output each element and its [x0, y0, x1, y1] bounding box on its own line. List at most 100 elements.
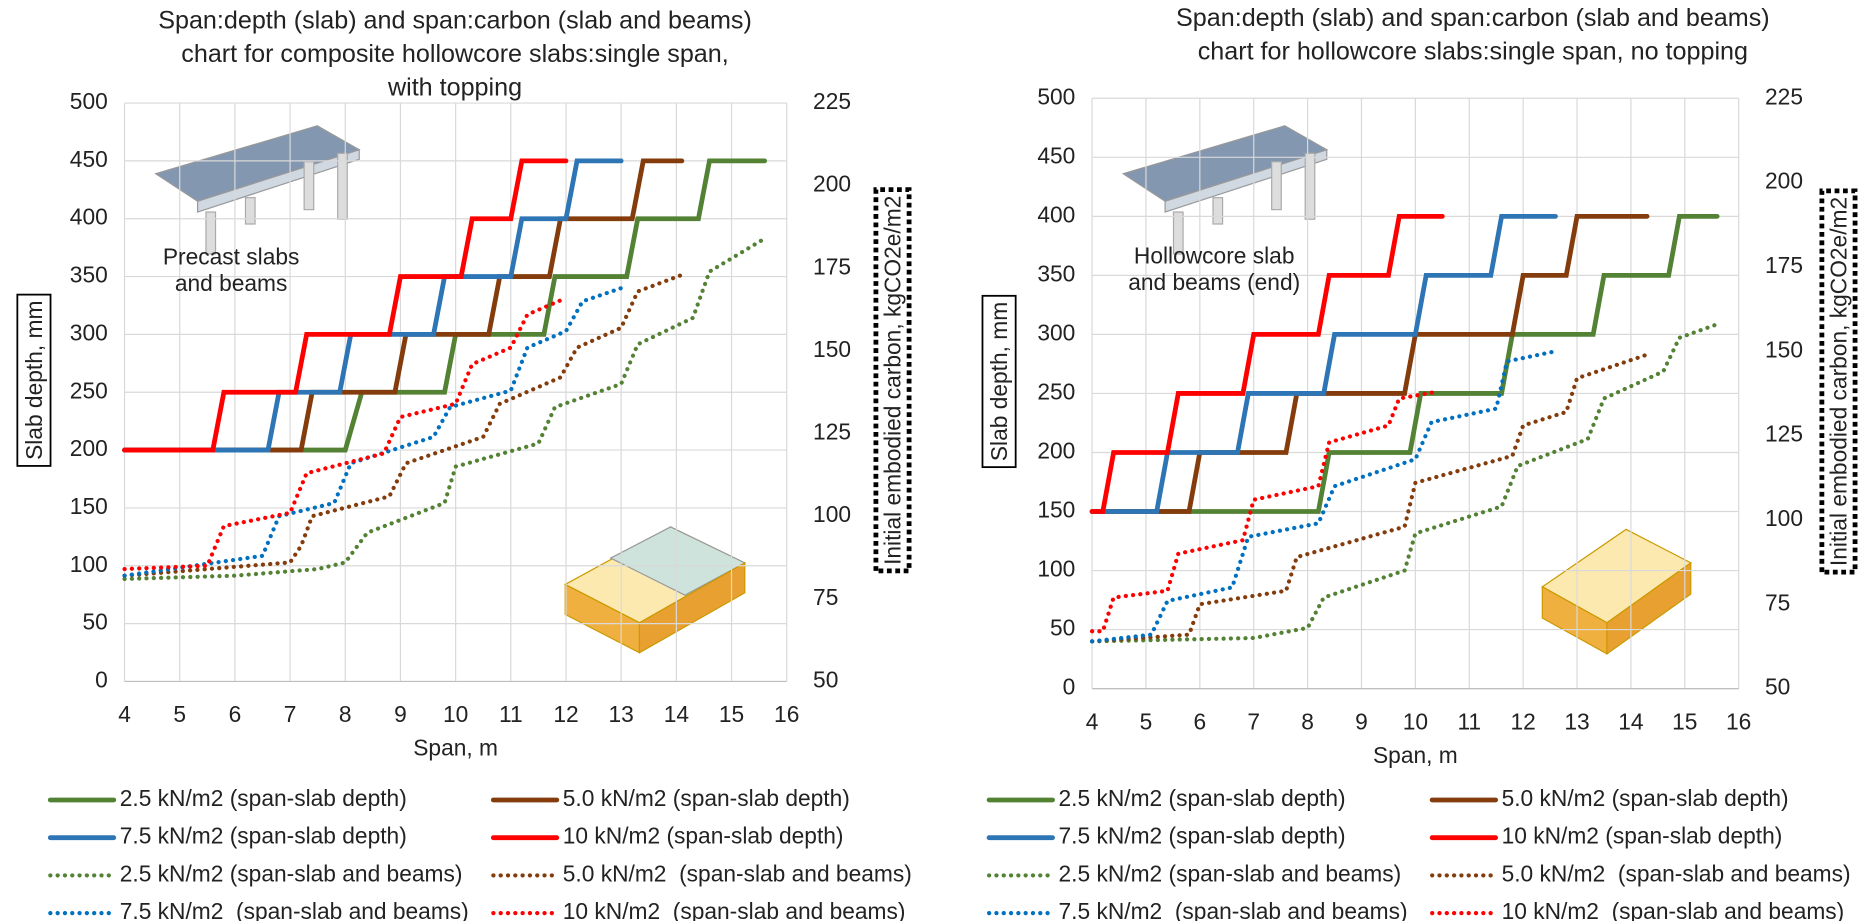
series-line	[1089, 349, 1558, 644]
y2-tick-label: 225	[1765, 83, 1803, 109]
x-tick-label: 7	[1247, 708, 1260, 734]
series-line	[122, 158, 685, 453]
precast-sketch	[154, 125, 361, 255]
y-tick-label: 0	[1063, 674, 1076, 700]
x-axis-label: Span, m	[1373, 742, 1458, 768]
y-tick-label: 150	[70, 493, 108, 519]
x-tick-label: 4	[118, 701, 131, 727]
chart-title: with topping	[387, 73, 522, 101]
y-tick-label: 300	[70, 319, 108, 345]
x-tick-label: 6	[1194, 708, 1207, 734]
y-tick-label: 200	[70, 435, 108, 461]
y-tick-label: 350	[1037, 260, 1075, 286]
y-tick-label: 150	[1037, 497, 1075, 523]
x-tick-label: 11	[1457, 708, 1481, 734]
label-box	[16, 293, 52, 467]
annotation: and beams (end)	[1128, 269, 1300, 295]
legend-label: 2.5 kN/m2 (span-slab and beams)	[120, 860, 463, 886]
slab-sketch	[563, 526, 747, 654]
x-tick-label: 13	[609, 701, 634, 727]
y2-tick-label: 100	[1765, 505, 1803, 531]
x-tick-label: 5	[173, 701, 186, 727]
label-box	[981, 294, 1017, 469]
y2-tick-label: 175	[1765, 252, 1803, 278]
y-axis-label: Slab depth, mm	[21, 301, 47, 460]
legend-label: 5.0 kN/m2 (span-slab depth)	[1502, 785, 1789, 811]
precast-sketch	[1121, 125, 1329, 255]
legend-label: 10 kN/m2 (span-slab depth)	[563, 823, 844, 849]
label-box	[1819, 188, 1858, 575]
y2-tick-label: 125	[1765, 421, 1803, 447]
annotation: Hollowcore slab	[1134, 243, 1295, 269]
y2-tick-label: 50	[1765, 674, 1790, 700]
x-tick-label: 12	[1510, 708, 1535, 734]
series-line	[122, 272, 684, 578]
legend-label: 10 kN/m2 (span-slab and beams)	[1502, 898, 1845, 921]
x-tick-label: 9	[1355, 708, 1368, 734]
annotation: and beams	[175, 270, 288, 296]
y-tick-label: 50	[82, 609, 107, 635]
x-tick-label: 14	[664, 701, 689, 727]
y2-axis-label: Initial embodied carbon, kgCO2e/m2	[880, 196, 906, 565]
legend-label: 5.0 kN/m2 (span-slab and beams)	[563, 860, 912, 886]
x-tick-label: 8	[1301, 708, 1314, 734]
legend-label: 7.5 kN/m2 (span-slab depth)	[120, 823, 407, 849]
legend-label: 7.5 kN/m2 (span-slab and beams)	[120, 898, 469, 921]
series-line	[1089, 389, 1440, 634]
x-tick-label: 15	[719, 701, 744, 727]
y-tick-label: 300	[1037, 319, 1075, 345]
y2-tick-label: 200	[1765, 168, 1803, 194]
series-line	[1089, 352, 1650, 644]
y2-axis-label: Initial embodied carbon, kgCO2e/m2	[1825, 197, 1851, 566]
y-tick-label: 100	[70, 551, 108, 577]
y-tick-label: 400	[70, 204, 108, 230]
series-line	[1089, 322, 1720, 644]
x-tick-label: 16	[1726, 708, 1751, 734]
x-tick-label: 16	[774, 701, 799, 727]
y-tick-label: 500	[1037, 83, 1075, 109]
x-axis-label: Span, m	[413, 735, 498, 761]
series-line	[1089, 213, 1650, 514]
y2-tick-label: 150	[1765, 336, 1803, 362]
x-tick-label: 6	[229, 701, 242, 727]
x-tick-label: 11	[499, 701, 523, 727]
chart-title: chart for composite hollowcore slabs:sin…	[181, 40, 728, 68]
y2-tick-label: 150	[813, 336, 851, 362]
legend-label: 2.5 kN/m2 (span-slab depth)	[120, 785, 407, 811]
x-tick-label: 4	[1086, 708, 1099, 734]
legend-label: 7.5 kN/m2 (span-slab depth)	[1059, 823, 1346, 849]
x-tick-label: 9	[394, 701, 407, 727]
y-tick-label: 0	[95, 666, 108, 692]
y2-tick-label: 175	[813, 253, 851, 279]
y2-tick-label: 200	[813, 171, 851, 197]
x-tick-label: 10	[443, 701, 468, 727]
y-tick-label: 400	[1037, 201, 1075, 227]
series-line	[1089, 213, 1445, 514]
chart-title: chart for hollowcore slabs:single span, …	[1198, 37, 1748, 65]
legend-label: 2.5 kN/m2 (span-slab depth)	[1059, 785, 1346, 811]
y-tick-label: 350	[70, 262, 108, 288]
series-line	[122, 295, 569, 572]
y-tick-label: 100	[1037, 556, 1075, 582]
x-tick-label: 12	[553, 701, 578, 727]
series-line	[122, 158, 624, 453]
series-line	[1089, 213, 1558, 514]
y-tick-label: 500	[70, 88, 108, 114]
y-tick-label: 50	[1050, 615, 1075, 641]
slab-sketch	[1541, 528, 1692, 656]
y2-tick-label: 225	[813, 88, 851, 114]
y-tick-label: 450	[70, 146, 108, 172]
legend-label: 10 kN/m2 (span-slab and beams)	[563, 898, 906, 921]
legend-label: 2.5 kN/m2 (span-slab and beams)	[1059, 860, 1402, 886]
legend-label: 5.0 kN/m2 (span-slab depth)	[563, 785, 850, 811]
y2-tick-label: 50	[813, 666, 838, 692]
x-tick-label: 14	[1618, 708, 1643, 734]
y-tick-label: 250	[1037, 378, 1075, 404]
x-tick-label: 5	[1140, 708, 1153, 734]
y-tick-label: 450	[1037, 142, 1075, 168]
x-tick-label: 7	[284, 701, 297, 727]
legend-label: 5.0 kN/m2 (span-slab and beams)	[1502, 860, 1851, 886]
series-line	[122, 286, 624, 578]
legend-label: 7.5 kN/m2 (span-slab and beams)	[1059, 898, 1408, 921]
